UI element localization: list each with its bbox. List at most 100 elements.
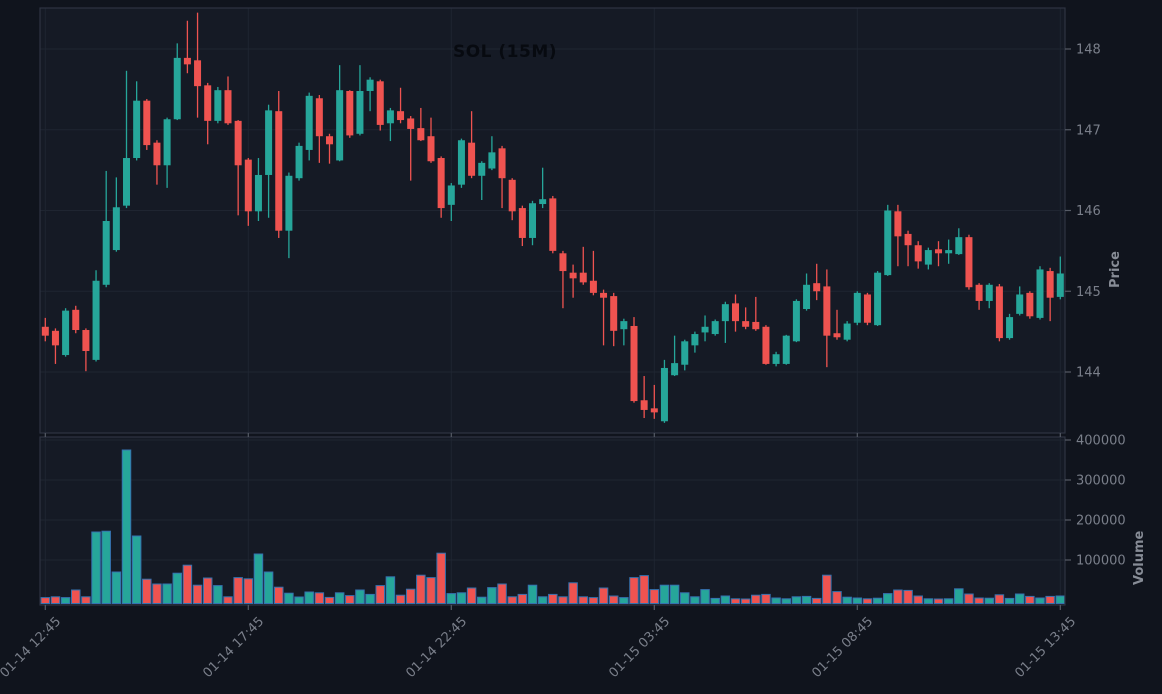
volume-bar [568,582,578,604]
candle-body-up [92,280,100,360]
price-tick-label: 146 [1076,204,1101,219]
candle-body-up [701,326,709,333]
candle-body-up [660,367,668,422]
candle-body-down [143,100,151,146]
candle-body-up [945,250,953,254]
candle-wick [410,116,412,181]
candle-wick [643,376,645,419]
candle-body-up [478,162,486,176]
volume-bar [710,597,720,605]
volume-bar [1035,597,1045,604]
candle-body-down [894,211,902,237]
volume-bar [872,597,883,605]
volume-bar [1004,597,1015,605]
volume-bar [842,596,852,605]
volume-bar [822,574,832,605]
volume-bar [182,564,193,605]
volume-bar [832,591,842,604]
volume-bar [862,598,873,604]
candle-body-up [62,310,70,356]
volume-bar [649,589,660,604]
volume-bar [690,596,700,604]
candle-body-up [671,363,679,376]
price-tick-label: 148 [1076,43,1101,58]
candle-body-up [254,174,262,212]
volume-tick-label: 100000 [1076,554,1126,569]
candle-body-down [904,233,912,246]
candle-wick [420,107,422,142]
volume-bar [700,589,710,604]
candle-body-down [437,158,445,209]
volume-bar [913,595,923,604]
candle-body-up [529,203,536,238]
volume-bar [1025,595,1035,605]
candle-body-up [133,100,141,159]
candle-body-down [752,321,760,330]
candle-wick [328,133,331,164]
volume-bar [984,597,994,605]
price-tick-label: 147 [1076,123,1101,138]
candle-body-down [518,208,526,238]
candle-body-up [285,175,293,231]
volume-bar [466,587,477,604]
candle-body-up [265,110,273,175]
candle-body-up [366,79,374,91]
candle-body-down [732,303,739,322]
candle-body-down [1046,271,1054,298]
candle-body-up [782,335,790,364]
candle-wick [937,241,940,267]
volume-bar [477,596,487,605]
volume-bar [943,598,954,604]
volume-bar [121,449,132,604]
volume-bar [801,595,812,605]
candle-body-down [244,159,252,212]
x-tick-label: 01-15 03:45 [606,614,673,681]
candle-body-down [275,111,283,231]
volume-bar [395,594,406,605]
candle-wick [54,328,57,364]
volume-bar [497,583,507,604]
candle-body-up [1016,294,1024,314]
candle-wick [673,335,676,377]
candle-body-down [326,136,333,145]
volume-bar [791,596,802,604]
candle-body-down [508,179,516,212]
candle-body-up [721,304,729,322]
volume-bar [111,571,122,604]
candle-body-down [498,148,506,179]
volume-bar [598,587,609,604]
candle-body-up [173,57,181,120]
volume-bar [294,596,304,604]
candle-body-up [803,284,811,310]
candle-wick [745,307,747,330]
volume-bar [537,596,548,604]
volume-bar [608,595,619,604]
candle-wick [562,250,564,309]
candle-body-up [123,158,130,206]
candle-body-down [823,286,831,336]
candle-body-up [386,110,394,124]
volume-bar [852,597,863,604]
volume-bar [324,596,335,605]
volume-bar [345,595,355,604]
volume-bar [893,589,903,604]
candle-body-down [610,296,618,331]
candle-body-down [153,142,161,166]
candle-body-up [1036,269,1044,318]
candle-body-up [457,140,465,185]
volume-bar [233,577,243,604]
volume-bar [883,593,893,604]
volume-bar [81,596,91,604]
volume-bars [40,449,1066,605]
candle-wick [399,87,402,124]
volume-bar [334,592,345,604]
volume-bar [659,584,670,605]
candle-wick [572,264,574,298]
volume-bar [781,598,791,604]
candle-body-up [843,323,851,340]
candle-body-up [356,90,364,134]
candle-body-down [863,294,871,323]
volume-bar [446,593,457,604]
volume-bar [548,593,558,605]
